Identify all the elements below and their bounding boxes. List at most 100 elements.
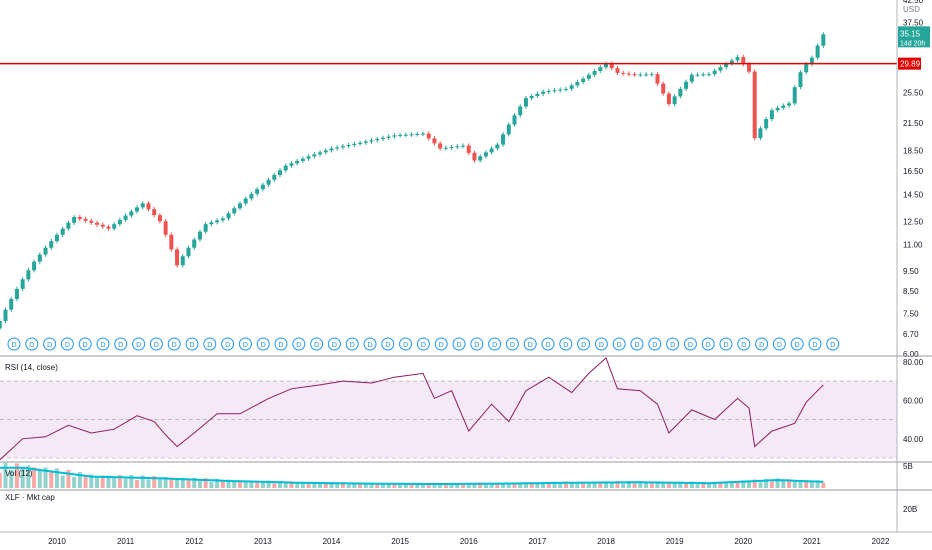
candle: [821, 34, 826, 46]
dividend-marker[interactable]: [274, 337, 288, 351]
candle: [478, 156, 483, 161]
dividend-marker[interactable]: [594, 337, 608, 351]
dividend-marker[interactable]: [683, 337, 697, 351]
dividend-marker[interactable]: [25, 337, 39, 351]
candle: [666, 93, 671, 105]
volume-bar: [369, 483, 374, 488]
level-price-label: 29.89: [900, 60, 921, 69]
candle: [535, 93, 540, 96]
dividend-marker[interactable]: [755, 337, 769, 351]
dividend-marker[interactable]: [416, 337, 430, 351]
dividend-marker[interactable]: [612, 337, 626, 351]
dividend-marker-label: D: [189, 342, 194, 349]
dividend-marker-label: D: [581, 342, 586, 349]
dividend-marker[interactable]: [452, 337, 466, 351]
candle: [741, 57, 746, 65]
dividend-marker[interactable]: [7, 337, 21, 351]
dividend-marker-label: D: [652, 342, 657, 349]
dividend-marker[interactable]: [256, 337, 270, 351]
dividend-marker[interactable]: [648, 337, 662, 351]
volume-bar: [495, 484, 500, 488]
dividend-marker-label: D: [510, 342, 515, 349]
volume-bar: [226, 479, 231, 488]
candle: [638, 74, 643, 76]
volume-bar: [558, 483, 563, 488]
dividend-marker[interactable]: [808, 337, 822, 351]
volume-bar: [672, 482, 677, 488]
volume-bar: [3, 462, 8, 488]
dividend-marker[interactable]: [60, 337, 74, 351]
dividend-marker[interactable]: [541, 337, 555, 351]
dividend-marker[interactable]: [772, 337, 786, 351]
volume-bar: [598, 482, 603, 488]
volume-bar: [203, 478, 208, 488]
price-axis-label: 11.00: [903, 240, 923, 249]
dividend-marker[interactable]: [114, 337, 128, 351]
dividend-marker[interactable]: [167, 337, 181, 351]
dividend-marker[interactable]: [132, 337, 146, 351]
dividend-marker[interactable]: [630, 337, 644, 351]
volume-bar: [581, 482, 586, 488]
dividend-marker[interactable]: [363, 337, 377, 351]
volume-bar: [438, 483, 443, 488]
volume-bar: [569, 483, 574, 488]
volume-bar: [295, 482, 300, 488]
dividend-marker[interactable]: [310, 337, 324, 351]
dividend-marker[interactable]: [737, 337, 751, 351]
dividend-marker[interactable]: [381, 337, 395, 351]
dividend-marker[interactable]: [790, 337, 804, 351]
dividend-marker[interactable]: [96, 337, 110, 351]
dividend-marker[interactable]: [826, 337, 840, 351]
dividend-marker-label: D: [65, 342, 70, 349]
dividend-marker-label: D: [225, 342, 230, 349]
dividend-marker[interactable]: [488, 337, 502, 351]
dividend-marker[interactable]: [238, 337, 252, 351]
dividend-marker[interactable]: [434, 337, 448, 351]
volume-bar: [340, 482, 345, 488]
dividend-marker[interactable]: [577, 337, 591, 351]
volume-bar: [706, 483, 711, 488]
dividend-marker[interactable]: [666, 337, 680, 351]
candle: [3, 309, 8, 322]
candle: [100, 224, 105, 227]
dividend-marker[interactable]: [523, 337, 537, 351]
volume-bar: [529, 482, 534, 488]
candle: [701, 74, 706, 76]
dividend-marker[interactable]: [559, 337, 573, 351]
dividend-marker[interactable]: [399, 337, 413, 351]
dividend-marker[interactable]: [719, 337, 733, 351]
dividend-marker[interactable]: [185, 337, 199, 351]
candle: [420, 133, 425, 135]
volume-bar: [552, 481, 557, 488]
dividend-marker[interactable]: [43, 337, 57, 351]
candle: [272, 174, 277, 180]
dividend-marker[interactable]: [203, 337, 217, 351]
volume-bar: [735, 481, 740, 488]
candle: [586, 74, 591, 79]
candle: [621, 72, 626, 74]
dividend-marker-label: D: [474, 342, 479, 349]
dividend-marker[interactable]: [327, 337, 341, 351]
dividend-marker[interactable]: [221, 337, 235, 351]
candle: [649, 74, 654, 76]
dividend-marker[interactable]: [345, 337, 359, 351]
dividend-marker[interactable]: [701, 337, 715, 351]
dividend-marker[interactable]: [149, 337, 163, 351]
dividend-marker[interactable]: [78, 337, 92, 351]
time-axis-label: 2018: [597, 537, 615, 546]
dividend-marker[interactable]: [470, 337, 484, 351]
dividend-marker-label: D: [261, 342, 266, 349]
volume-bar: [626, 480, 631, 488]
candle: [523, 98, 528, 107]
volume-bar: [346, 484, 351, 488]
volume-bar: [169, 477, 174, 488]
dividend-marker-label: D: [47, 342, 52, 349]
dividend-marker[interactable]: [505, 337, 519, 351]
bar-countdown: 14d 20h: [900, 40, 925, 47]
volume-bar: [197, 481, 202, 488]
mkt-cap-axis-label: 20B: [903, 505, 917, 514]
candle: [712, 70, 717, 75]
time-axis-label: 2010: [48, 537, 66, 546]
dividend-marker[interactable]: [292, 337, 306, 351]
candle: [689, 74, 694, 82]
